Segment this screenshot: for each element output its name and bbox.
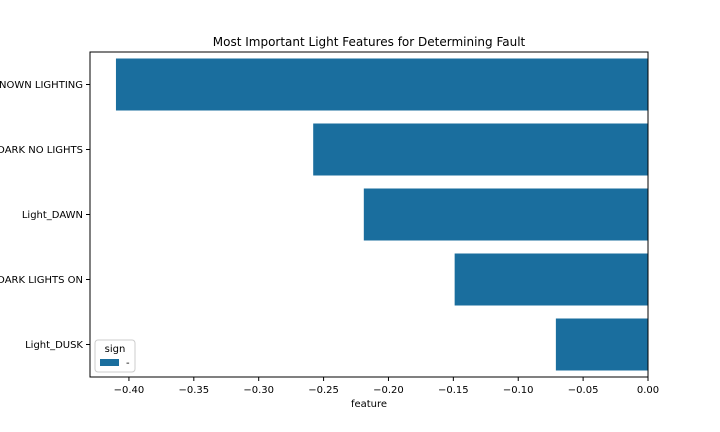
- bar: [313, 123, 648, 176]
- chart-title: Most Important Light Features for Determ…: [213, 35, 526, 49]
- x-tick-label: −0.40: [114, 385, 145, 396]
- x-axis-label: feature: [351, 399, 387, 410]
- bar: [363, 188, 648, 241]
- y-tick-label: Light_DAWN: [22, 210, 83, 221]
- y-tick-label: Light_DARK LIGHTS ON: [0, 275, 83, 286]
- y-tick-label: Light_UNKNOWN LIGHTING: [0, 80, 83, 91]
- bar: [555, 318, 648, 371]
- legend-entry-label: -: [126, 358, 130, 369]
- y-tick-label: Light_DUSK: [25, 340, 83, 351]
- legend-title: sign: [105, 344, 126, 355]
- legend: sign -: [94, 339, 136, 373]
- y-axis-ticks: Light_UNKNOWN LIGHTING Light_DARK NO LIGH…: [0, 80, 90, 351]
- x-tick-label: −0.30: [243, 385, 274, 396]
- x-tick-label: −0.20: [373, 385, 404, 396]
- x-axis-ticks: −0.40 −0.35 −0.30 −0.25 −0.20 −0.15 −0.10 −0.05…: [114, 377, 659, 396]
- x-tick-label: 0.00: [637, 385, 659, 396]
- bar: [454, 253, 648, 306]
- legend-swatch: [100, 359, 119, 366]
- bar: [115, 58, 648, 111]
- bars: [115, 58, 648, 371]
- x-tick-label: −0.35: [178, 385, 209, 396]
- x-tick-label: −0.05: [568, 385, 599, 396]
- x-tick-label: −0.10: [503, 385, 534, 396]
- x-tick-label: −0.25: [308, 385, 339, 396]
- x-tick-label: −0.15: [438, 385, 469, 396]
- y-tick-label: Light_DARK NO LIGHTS: [0, 145, 83, 156]
